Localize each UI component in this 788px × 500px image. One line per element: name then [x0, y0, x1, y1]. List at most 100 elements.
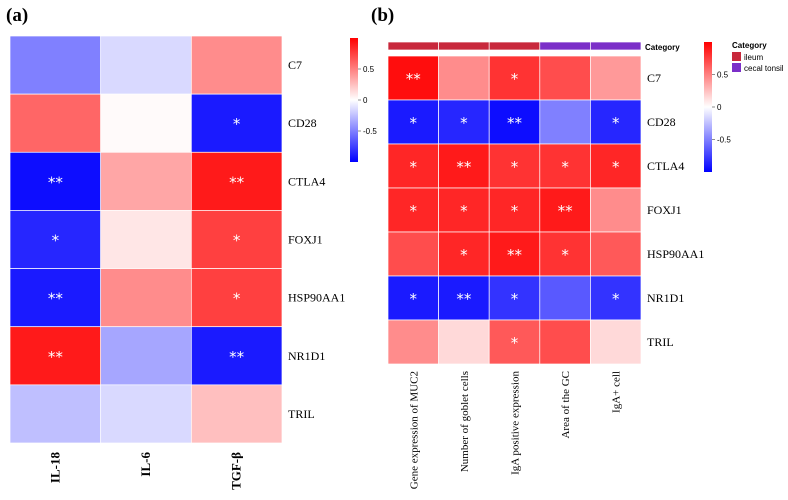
- heatmap-cell: [539, 275, 591, 321]
- significance-mark: *: [511, 158, 519, 176]
- row-label: HSP90AA1: [647, 247, 704, 261]
- significance-mark: *: [52, 232, 60, 250]
- heatmap-cell: [190, 93, 283, 153]
- column-label: IL-18: [47, 452, 62, 484]
- heatmap-cell: [387, 187, 439, 233]
- significance-mark: **: [229, 173, 245, 191]
- heatmap-cell: [100, 268, 192, 328]
- heatmap-cell: [9, 326, 102, 386]
- row-label: FOXJ1: [288, 233, 323, 247]
- significance-mark: **: [48, 290, 64, 308]
- heatmap-cell: [100, 151, 192, 211]
- heatmap-cell: [190, 35, 283, 95]
- colorbar-a: 0.5 0 -0.5: [350, 38, 377, 162]
- heatmap-cell: [387, 275, 439, 321]
- heatmap-cell: [488, 143, 541, 189]
- category-bar-cell: [488, 41, 541, 51]
- category-bar-title: Category: [645, 43, 680, 52]
- heatmap-cell: [438, 231, 490, 277]
- column-label: Area of the GC: [560, 371, 572, 439]
- significance-mark: **: [507, 114, 523, 132]
- heatmap-cell: [100, 326, 192, 386]
- significance-mark: *: [511, 202, 519, 220]
- significance-mark: *: [410, 202, 418, 220]
- column-label: IL-6: [138, 452, 153, 477]
- significance-mark: **: [558, 202, 574, 220]
- column-label: IgA positive expression: [510, 371, 522, 475]
- heatmap-cell: [539, 143, 591, 189]
- heatmap-cell: [590, 99, 642, 145]
- heatmap-cell: [387, 319, 439, 365]
- heatmap-cell: [539, 319, 591, 365]
- heatmap-cell: [387, 231, 439, 277]
- colorbar-gradient: [704, 42, 712, 172]
- column-label: TGF-β: [229, 452, 244, 490]
- heatmap-cell: [190, 384, 283, 444]
- heatmap-cell: [100, 93, 192, 153]
- row-label: TRIL: [288, 407, 315, 421]
- panel-a-label: (a): [6, 5, 28, 26]
- row-label: CTLA4: [647, 159, 684, 173]
- colorbar-tick-label: 0: [363, 96, 368, 105]
- heatmap-cell: [438, 143, 490, 189]
- heatmap-cell: [100, 384, 192, 444]
- legend-item-label: cecal tonsil: [744, 64, 784, 73]
- heatmap-cell: [9, 151, 102, 211]
- legend-swatch: [732, 52, 741, 61]
- significance-mark: *: [233, 232, 241, 250]
- heatmap-b: ** ** * ** ** ** * * ** * * *** ** ** ** * **C7CD28CTLA4…: [387, 41, 704, 489]
- significance-mark: *: [612, 114, 620, 132]
- heatmap-cell: [590, 55, 642, 101]
- heatmap-cell: [9, 210, 102, 269]
- significance-mark: **: [507, 246, 523, 264]
- heatmap-cell: [100, 210, 192, 269]
- row-label: NR1D1: [647, 291, 684, 305]
- significance-mark: *: [410, 158, 418, 176]
- significance-mark: *: [612, 290, 620, 308]
- legend-item-label: ileum: [744, 53, 763, 62]
- significance-mark: *: [561, 246, 569, 264]
- significance-mark: *: [612, 158, 620, 176]
- heatmap-cell: [9, 268, 102, 328]
- heatmap-cell: [9, 93, 102, 153]
- category-bar-cell: [590, 41, 642, 51]
- heatmap-cell: [590, 187, 642, 233]
- heatmap-cell: [590, 231, 642, 277]
- significance-mark: *: [460, 202, 468, 220]
- heatmap-cell: [488, 99, 541, 145]
- row-label: CD28: [647, 115, 676, 129]
- heatmap-cell: [539, 55, 591, 101]
- legend-swatch: [732, 63, 741, 72]
- heatmap-cell: [387, 143, 439, 189]
- significance-mark: **: [48, 173, 64, 191]
- significance-mark: *: [460, 114, 468, 132]
- heatmap-cell: [590, 275, 642, 321]
- category-bar-cell: [387, 41, 439, 51]
- category-bar-cell: [438, 41, 490, 51]
- heatmap-cell: [539, 231, 591, 277]
- significance-mark: *: [511, 70, 519, 88]
- heatmap-cell: [190, 151, 283, 211]
- heatmap-cell: [387, 99, 439, 145]
- heatmap-cell: [438, 55, 490, 101]
- heatmap-cell: [438, 319, 490, 365]
- column-label: Gene expression of MUC2: [408, 371, 420, 489]
- heatmap-cell: [590, 143, 642, 189]
- heatmap-cell: [590, 319, 642, 365]
- heatmap-cell: [9, 35, 102, 95]
- category-legend: Category ileum cecal tonsil: [732, 41, 784, 73]
- significance-mark: *: [511, 334, 519, 352]
- colorbar-tick-label: -0.5: [717, 136, 731, 145]
- row-label: HSP90AA1: [288, 291, 345, 305]
- row-label: NR1D1: [288, 349, 325, 363]
- legend-title: Category: [732, 41, 767, 50]
- significance-mark: **: [229, 348, 245, 366]
- category-bar-cell: [539, 41, 591, 51]
- heatmap-cell: [190, 210, 283, 269]
- colorbar-tick-label: 0.5: [363, 65, 375, 74]
- heatmap-cell: [488, 187, 541, 233]
- colorbar-tick-label: -0.5: [363, 127, 377, 136]
- significance-mark: *: [233, 290, 241, 308]
- heatmap-a: *** *** *** *** **C7CD28CTLA4FOXJ1HSP90AA1NR…: [9, 35, 345, 490]
